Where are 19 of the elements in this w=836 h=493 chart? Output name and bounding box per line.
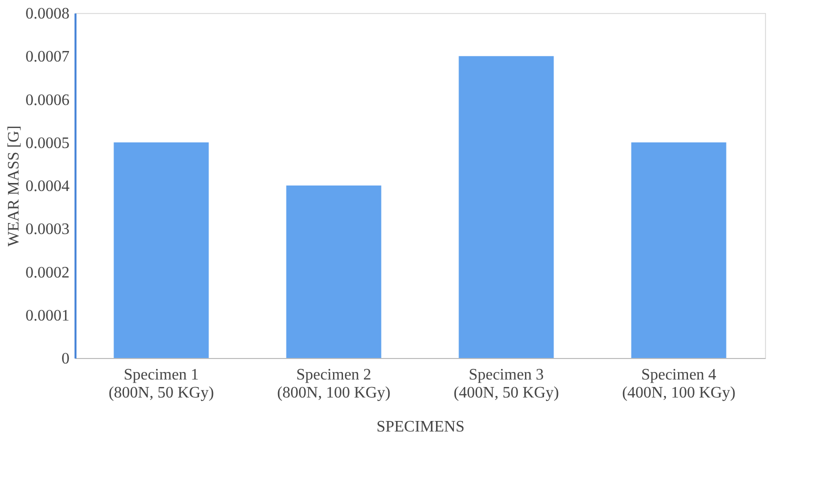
y-tick-label: 0 — [62, 350, 70, 368]
bar — [114, 142, 209, 358]
y-tick-label: 0.0008 — [26, 6, 70, 22]
bar — [631, 142, 726, 358]
y-axis-title: WEAR MASS [G] — [6, 126, 22, 246]
y-tick-label: 0.0002 — [26, 264, 70, 282]
bar — [286, 186, 382, 358]
x-tick-label: Specimen 4 (400N, 100 KGy) — [622, 366, 736, 402]
x-tick-label: Specimen 3 (400N, 50 KGy) — [454, 366, 559, 402]
y-tick-label: 0.0003 — [26, 221, 70, 238]
x-axis-title: SPECIMENS — [376, 418, 465, 436]
x-tick-label: Specimen 2 (800N, 100 KGy) — [277, 366, 390, 402]
bar — [458, 56, 554, 358]
y-tick-label: 0.0007 — [26, 48, 70, 66]
y-tick-label: 0.0006 — [26, 92, 70, 109]
x-tick-label: Specimen 1 (800N, 50 KGy) — [108, 366, 214, 402]
y-tick-label: 0.0001 — [26, 307, 70, 324]
y-tick-label: 0.0004 — [26, 178, 70, 195]
y-tick-label: 0.0005 — [26, 134, 70, 152]
